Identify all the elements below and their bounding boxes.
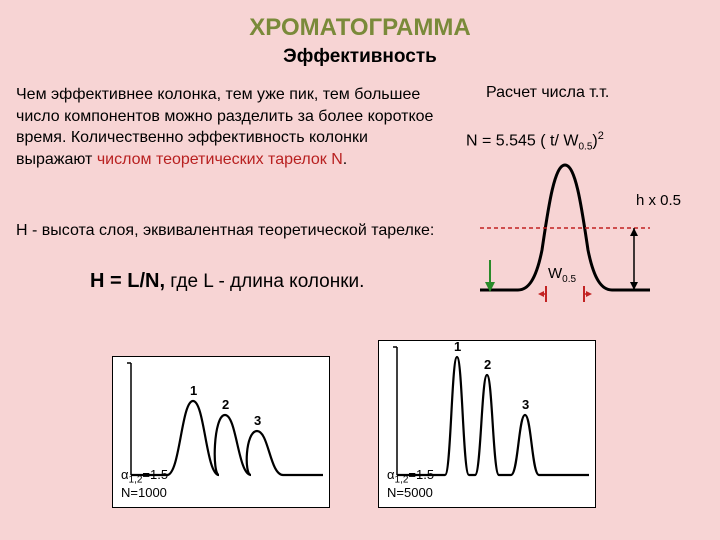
svg-text:2: 2 bbox=[484, 357, 491, 372]
alpha-l-val: =1.5 bbox=[142, 467, 168, 482]
para1-red: числом теоретических тарелок N bbox=[97, 151, 343, 168]
formula-H: H = L/N, где L - длина колонки. bbox=[90, 270, 364, 293]
alpha-r-val: =1.5 bbox=[408, 467, 434, 482]
chromatogram-left: 1 2 3 α1,2=1.5 N=1000 bbox=[112, 356, 330, 508]
N-right: N=5000 bbox=[387, 485, 433, 500]
alpha-l: α bbox=[121, 467, 129, 482]
alpha-r: α bbox=[387, 467, 395, 482]
svg-text:3: 3 bbox=[522, 397, 529, 412]
w-sub: 0.5 bbox=[562, 274, 576, 285]
caption-right: α1,2=1.5 N=5000 bbox=[387, 468, 434, 501]
paragraph-H: H - высота слоя, эквивалентная теоретиче… bbox=[16, 220, 446, 242]
page-title: ХРОМАТОГРАММА bbox=[0, 0, 720, 42]
svg-text:3: 3 bbox=[254, 413, 261, 428]
chromatogram-right: 1 2 3 α1,2=1.5 N=5000 bbox=[378, 340, 596, 508]
peak-diagram bbox=[450, 150, 680, 310]
cf-b: / W bbox=[555, 132, 579, 149]
formula-H-lhs: H = L/N, bbox=[90, 270, 165, 292]
formula-H-rhs: где L - длина колонки. bbox=[165, 271, 364, 292]
caption-left: α1,2=1.5 N=1000 bbox=[121, 468, 168, 501]
cf-a: N = 5.545 ( t bbox=[466, 132, 555, 149]
para1-b: . bbox=[343, 151, 347, 168]
cf-sup: 2 bbox=[598, 130, 604, 142]
svg-text:1: 1 bbox=[454, 341, 461, 354]
alpha-l-sub: 1,2 bbox=[129, 475, 143, 486]
page-subtitle: Эффективность bbox=[0, 42, 720, 68]
alpha-r-sub: 1,2 bbox=[395, 475, 409, 486]
N-left: N=1000 bbox=[121, 485, 167, 500]
calc-title: Расчет числа т.т. bbox=[486, 84, 609, 102]
w-a: W bbox=[548, 265, 562, 282]
w-half-label: W0.5 bbox=[548, 265, 576, 285]
svg-text:1: 1 bbox=[190, 383, 197, 398]
h-half-label: h x 0.5 bbox=[636, 192, 681, 209]
svg-text:2: 2 bbox=[222, 397, 229, 412]
para2-a: H - высота слоя, эквивалентная теоретиче… bbox=[16, 222, 434, 239]
paragraph-efficiency: Чем эффективнее колонка, тем уже пик, те… bbox=[16, 84, 446, 170]
